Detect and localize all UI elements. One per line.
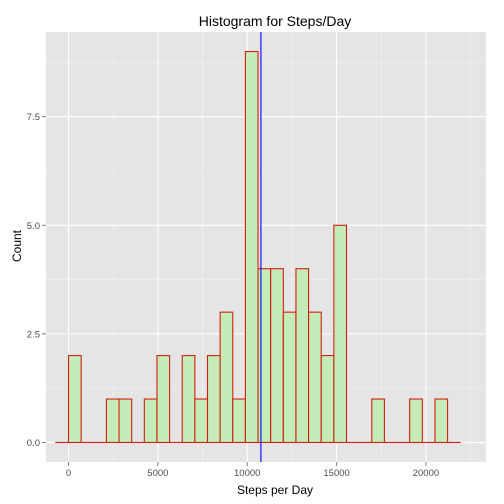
histogram-bar xyxy=(143,398,158,444)
x-axis-ticks: 0 5000 10000 15000 20000 xyxy=(66,462,439,479)
histogram-bars xyxy=(55,50,461,444)
y-axis-ticks: 0.0 2.5 5.0 7.5 xyxy=(27,112,46,449)
x-tick-label: 5000 xyxy=(147,468,168,479)
histogram-bar xyxy=(282,311,297,444)
histogram-bar xyxy=(219,311,234,444)
histogram-bar xyxy=(320,355,335,444)
histogram-bar xyxy=(232,398,246,444)
histogram-bar xyxy=(333,224,348,444)
histogram-bar xyxy=(105,398,120,444)
histogram-bar xyxy=(295,268,310,444)
x-tick-label: 0 xyxy=(66,468,71,479)
histogram-bar xyxy=(270,268,284,444)
histogram-bar xyxy=(409,398,423,444)
histogram-bar xyxy=(244,50,259,444)
histogram-bar xyxy=(67,355,82,444)
x-tick-label: 20000 xyxy=(413,468,439,479)
histogram-bar xyxy=(308,311,322,444)
y-tick-label: 7.5 xyxy=(27,112,40,123)
y-tick-label: 0.0 xyxy=(27,438,40,449)
x-tick-label: 10000 xyxy=(234,468,260,479)
x-tick-label: 15000 xyxy=(323,468,349,479)
x-axis-title: Steps per Day xyxy=(237,483,313,497)
histogram-bar xyxy=(206,355,221,444)
histogram-bar xyxy=(434,398,449,444)
y-tick-label: 2.5 xyxy=(27,329,40,340)
y-axis-title: Count xyxy=(10,229,24,262)
y-tick-label: 5.0 xyxy=(27,221,40,232)
chart-title: Histogram for Steps/Day xyxy=(199,13,352,29)
histogram-bar xyxy=(181,355,196,444)
histogram-bar xyxy=(257,268,272,444)
histogram-bar xyxy=(371,398,385,444)
histogram-bar xyxy=(156,355,171,444)
histogram-bar xyxy=(118,398,133,444)
histogram-bar xyxy=(194,398,209,444)
